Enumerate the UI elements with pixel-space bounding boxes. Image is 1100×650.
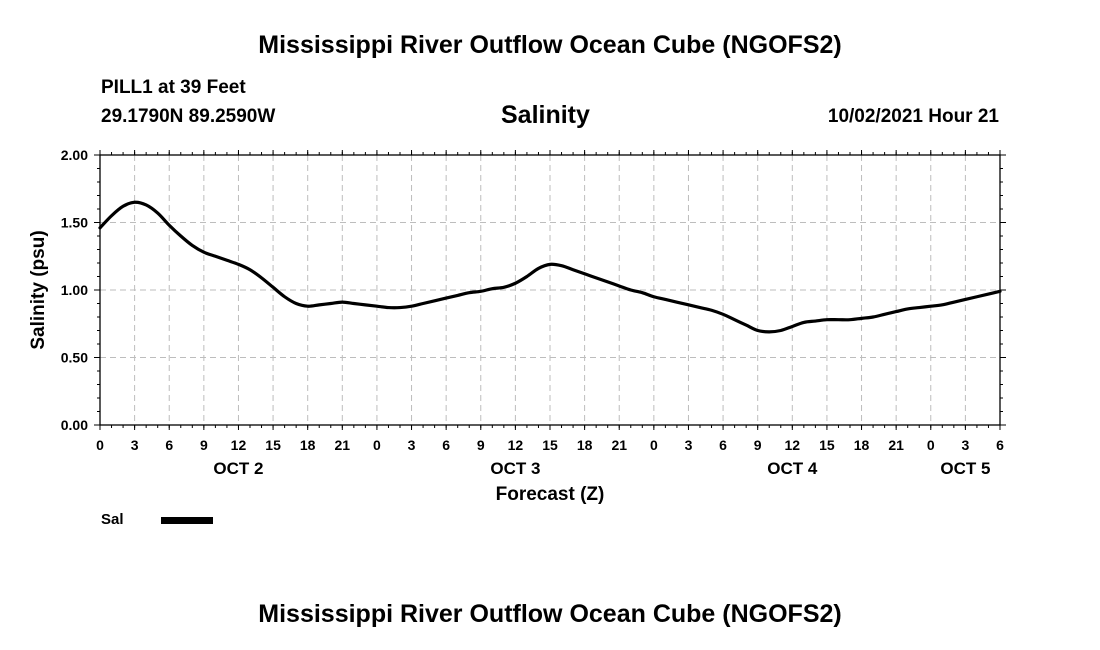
x-tick-label: 21 [335, 437, 351, 453]
x-tick-label: 21 [611, 437, 627, 453]
x-tick-label: 0 [96, 437, 104, 453]
legend-line-swatch [161, 517, 213, 524]
x-tick-label: 18 [577, 437, 593, 453]
y-tick-label: 1.50 [61, 215, 88, 231]
x-tick-label: 3 [961, 437, 969, 453]
x-tick-label: 9 [754, 437, 762, 453]
x-tick-label: 6 [996, 437, 1004, 453]
x-tick-label: 12 [508, 437, 524, 453]
x-tick-label: 18 [854, 437, 870, 453]
x-tick-label: 12 [785, 437, 801, 453]
y-tick-label: 0.50 [61, 350, 88, 366]
x-tick-label: 9 [477, 437, 485, 453]
y-tick-label: 0.00 [61, 417, 88, 433]
plot-title: Salinity [501, 101, 590, 129]
x-tick-label: 6 [719, 437, 727, 453]
x-tick-label: 6 [442, 437, 450, 453]
x-tick-label: 9 [200, 437, 208, 453]
y-tick-label: 2.00 [61, 147, 88, 163]
chart-title: Mississippi River Outflow Ocean Cube (NG… [258, 31, 842, 59]
x-tick-label: 6 [165, 437, 173, 453]
y-axis-label: Salinity (psu) [28, 230, 49, 349]
station-label: PILL1 at 39 Feet [101, 77, 246, 98]
footer-title: Mississippi River Outflow Ocean Cube (NG… [258, 600, 842, 628]
date-label: OCT 2 [213, 459, 263, 478]
date-label: OCT 3 [490, 459, 540, 478]
date-label: OCT 5 [940, 459, 990, 478]
x-tick-label: 3 [685, 437, 693, 453]
x-tick-label: 12 [231, 437, 247, 453]
x-tick-label: 15 [819, 437, 835, 453]
x-tick-label: 15 [265, 437, 281, 453]
x-tick-label: 3 [408, 437, 416, 453]
x-tick-label: 0 [650, 437, 658, 453]
x-tick-label: 0 [373, 437, 381, 453]
date-label: OCT 4 [767, 459, 818, 478]
x-axis-label: Forecast (Z) [496, 484, 605, 505]
forecast-datetime: 10/02/2021 Hour 21 [827, 106, 999, 127]
salinity-series-line [98, 200, 1002, 334]
x-tick-label: 3 [131, 437, 139, 453]
station-coords: 29.1790N 89.2590W [101, 106, 276, 127]
x-tick-label: 0 [927, 437, 935, 453]
y-tick-label: 1.00 [61, 282, 88, 298]
x-tick-label: 18 [300, 437, 316, 453]
x-tick-label: 21 [888, 437, 904, 453]
x-tick-label: 15 [542, 437, 558, 453]
legend-label: Sal [101, 511, 124, 528]
